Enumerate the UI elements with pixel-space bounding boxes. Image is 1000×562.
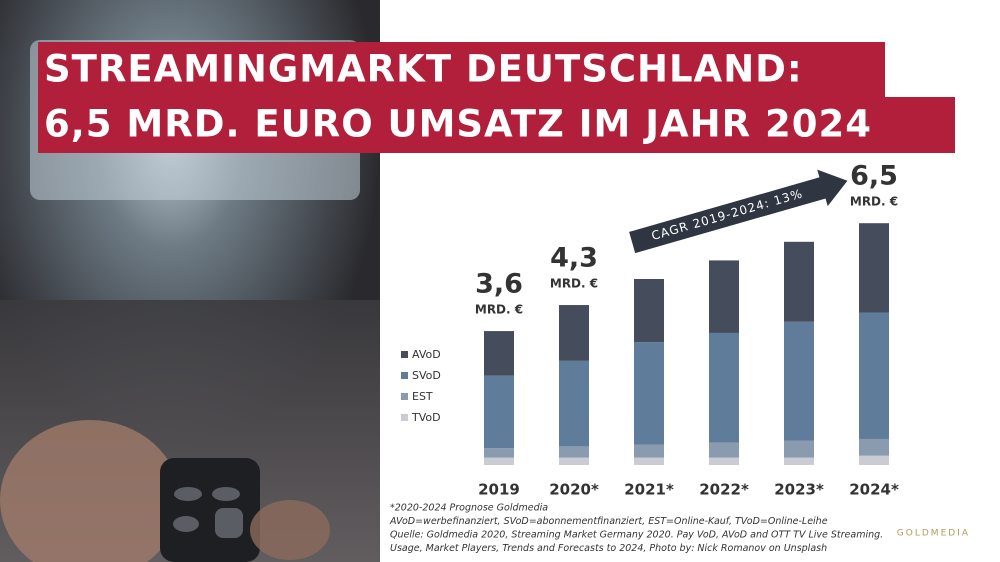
bar-segment [559, 457, 589, 465]
bar-segment [559, 360, 589, 447]
bar-segment [784, 457, 814, 465]
title-banner [38, 97, 955, 153]
title: STREAMINGMARKT DEUTSCHLAND: [44, 48, 803, 91]
x-tick-label: 2021* [624, 481, 674, 499]
bar-segment [709, 332, 739, 443]
title: 6,5 MRD. EURO UMSATZ IM JAHR 2024 [44, 103, 872, 146]
total-label: 3,6 [475, 269, 523, 300]
x-tick-label: 2019 [478, 481, 520, 499]
legend-label: SVoD [412, 369, 441, 382]
footnote: AVoD=werbefinanziert, SVoD=abonnementfin… [389, 516, 828, 527]
bar-segment [484, 375, 514, 449]
bar-segment [859, 312, 889, 439]
bar-segment [484, 331, 514, 376]
total-label: 4,3 [550, 243, 598, 274]
annotation: CAGR 2019-2024: 13% [650, 186, 805, 243]
legend-label: AVoD [412, 348, 441, 361]
bar-segment [634, 457, 664, 465]
x-tick-label: 2022* [699, 481, 749, 499]
bar-segment [859, 438, 889, 456]
bar-segment [709, 457, 739, 465]
x-tick-label: 2024* [849, 481, 899, 499]
footnote: Usage, Market Players, Trends and Foreca… [390, 543, 827, 554]
footnote: Quelle: Goldmedia 2020, Streaming Market… [390, 530, 883, 541]
x-tick-label: 2023* [774, 481, 824, 499]
x-tick-label: 2020* [549, 481, 599, 499]
footnote: *2020-2024 Prognose Goldmedia [390, 503, 548, 514]
title-banner [38, 42, 885, 98]
legend-label: TVoD [411, 411, 441, 424]
bar-segment [559, 446, 589, 458]
bar-segment [484, 457, 514, 465]
logo: GOLDMEDIA [897, 529, 970, 539]
total-unit: MRD. € [550, 277, 598, 291]
bar-segment [784, 440, 814, 458]
bar-segment [634, 279, 664, 343]
bar-segment [709, 442, 739, 458]
bar-segment [859, 455, 889, 465]
legend-swatch [401, 351, 408, 358]
total-unit: MRD. € [850, 195, 898, 209]
bar-segment [484, 448, 514, 458]
bar-segment [634, 444, 664, 458]
total-label: 6,5 [850, 161, 898, 192]
legend-label: EST [412, 390, 433, 403]
bar-segment [859, 223, 889, 313]
total-unit: MRD. € [475, 303, 523, 317]
legend-swatch [401, 372, 408, 379]
bar-segment [784, 241, 814, 322]
cagr-arrow: CAGR 2019-2024: 13% [629, 169, 848, 254]
legend-swatch [401, 414, 408, 421]
bar-segment [634, 342, 664, 445]
legend-swatch [401, 393, 408, 400]
bar-segment [559, 305, 589, 361]
bar-segment [709, 260, 739, 333]
bar-segment [784, 321, 814, 441]
